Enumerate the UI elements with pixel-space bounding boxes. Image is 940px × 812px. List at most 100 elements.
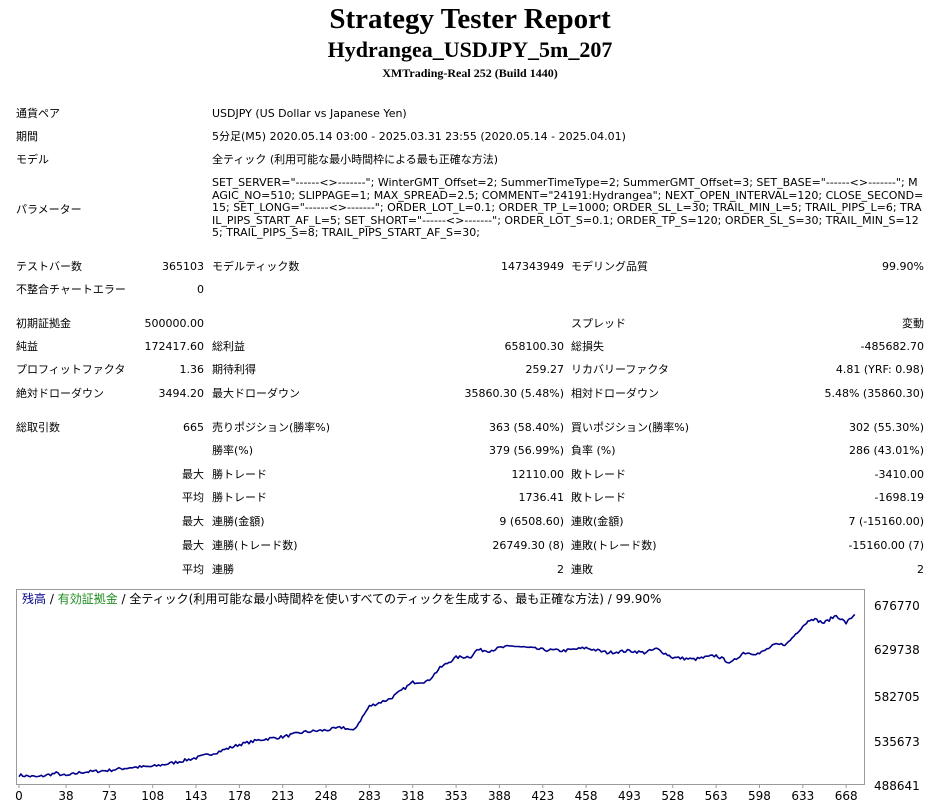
max-loss-value: -3410.00 — [874, 468, 924, 481]
avg-loss-value: -1698.19 — [874, 491, 924, 504]
max-label-3: 最大 — [182, 539, 204, 552]
cons-win-cnt-value: 26749.30 (8) — [492, 539, 564, 552]
gross-profit-value: 658100.30 — [504, 340, 565, 353]
legend-balance: 残高 — [22, 592, 47, 606]
avg-cons-win-label: 連勝 — [212, 563, 234, 576]
pf-label: プロフィットファクタ — [16, 363, 126, 376]
pair-value: USDJPY (US Dollar vs Japanese Yen) — [212, 107, 407, 120]
params-label: パラメーター — [16, 203, 82, 216]
bars-label: テストバー数 — [16, 260, 82, 273]
pf-value: 1.36 — [179, 363, 205, 376]
x-tick-label: 73 — [101, 789, 118, 803]
mismatch-label: 不整合チャートエラー — [16, 283, 126, 296]
x-tick-label: 353 — [444, 789, 468, 803]
y-tick-label: 582705 — [874, 690, 920, 704]
legend-quality: 99.90% — [615, 592, 662, 606]
long-label: 買いポジション(勝率%) — [571, 421, 690, 434]
cons-loss-cnt-value: -15160.00 (7) — [848, 539, 924, 552]
y-tick-label: 676770 — [874, 599, 920, 613]
x-tick-label: 0 — [15, 789, 23, 803]
x-tick-label: 668 — [834, 789, 858, 803]
cons-win-cnt-label: 連勝(トレード数) — [212, 539, 298, 552]
x-tick-label: 598 — [748, 789, 771, 803]
x-tick-label: 528 — [661, 789, 685, 803]
avg-win-label: 勝トレード — [212, 491, 267, 504]
abs-dd-value: 3494.20 — [158, 387, 205, 400]
max-label-2: 最大 — [182, 515, 204, 528]
lose-label: 負率 (%) — [571, 444, 616, 457]
rel-dd-label: 相対ドローダウン — [571, 387, 659, 400]
spread-label: スプレッド — [571, 317, 626, 330]
x-tick-label: 493 — [617, 789, 641, 803]
net-label: 純益 — [16, 340, 38, 353]
x-tick-label: 458 — [574, 789, 598, 803]
y-tick-label: 488641 — [874, 779, 920, 793]
x-tick-label: 248 — [314, 789, 338, 803]
deposit-value: 500000.00 — [144, 317, 205, 330]
max-win-label: 勝トレード — [212, 468, 267, 481]
spread-value: 変動 — [902, 317, 924, 330]
balance-chart — [16, 589, 865, 785]
x-tick-label: 38 — [58, 789, 74, 803]
legend-separator: / — [603, 592, 616, 606]
model-value: 全ティック (利用可能な最小時間枠による最も正確な方法) — [212, 153, 499, 166]
gross-profit-label: 総利益 — [212, 340, 245, 353]
max-win-value: 12110.00 — [511, 468, 565, 481]
report-subtitle: Hydrangea_USDJPY_5m_207 — [327, 37, 613, 62]
params-value: SET_SERVER="------<>-------"; WinterGMT_… — [212, 176, 924, 239]
avg-cons-loss-value: 2 — [917, 563, 924, 576]
x-tick-label: 633 — [791, 789, 815, 803]
abs-dd-label: 絶対ドローダウン — [16, 387, 104, 400]
trades-label: 総取引数 — [16, 421, 60, 434]
lose-value: 286 (43.01%) — [848, 444, 924, 457]
win-label: 勝率(%) — [212, 444, 254, 457]
long-value: 302 (55.30%) — [848, 421, 924, 434]
avg-label-2: 平均 — [182, 563, 204, 576]
avg-loss-label: 敗トレード — [571, 491, 626, 504]
y-tick-label: 629738 — [874, 643, 920, 657]
model-label: モデル — [16, 153, 49, 166]
pair-label: 通貨ペア — [16, 107, 60, 120]
legend-model: 全ティック(利用可能な最小時間枠を使いすべてのティックを生成する、最も正確な方法… — [129, 592, 604, 606]
x-tick-label: 213 — [271, 789, 295, 803]
max-label-1: 最大 — [182, 468, 204, 481]
short-label: 売りポジション(勝率%) — [212, 421, 331, 434]
deposit-label: 初期証拠金 — [16, 317, 71, 330]
x-tick-label: 388 — [487, 789, 511, 803]
max-dd-value: 35860.30 (5.48%) — [464, 387, 564, 400]
x-tick-label: 143 — [184, 789, 208, 803]
avg-label-1: 平均 — [182, 491, 204, 504]
report-title: Strategy Tester Report — [329, 3, 611, 35]
payoff-value: 259.27 — [525, 363, 565, 376]
ticks-value: 147343949 — [501, 260, 564, 273]
max-dd-label: 最大ドローダウン — [212, 387, 300, 400]
gross-loss-label: 総損失 — [571, 340, 604, 353]
mismatch-value: 0 — [197, 283, 204, 296]
legend-separator: / — [46, 592, 58, 606]
x-tick-label: 318 — [401, 789, 425, 803]
max-loss-label: 敗トレード — [571, 468, 626, 481]
period-value: 5分足(M5) 2020.05.14 03:00 - 2025.03.31 23… — [212, 130, 626, 143]
avg-cons-loss-label: 連敗 — [571, 563, 593, 576]
net-value: 172417.60 — [144, 340, 205, 353]
x-tick-label: 178 — [227, 789, 251, 803]
x-tick-label: 563 — [704, 789, 728, 803]
x-tick-label: 108 — [141, 789, 165, 803]
cons-loss-amt-label: 連敗(金額) — [571, 515, 624, 528]
legend-separator: / — [117, 592, 130, 606]
rel-dd-value: 5.48% (35860.30) — [824, 387, 924, 400]
cons-win-amt-label: 連勝(金額) — [212, 515, 265, 528]
trades-value: 665 — [183, 421, 204, 434]
avg-cons-win-value: 2 — [557, 563, 564, 576]
rf-value: 4.81 (YRF: 0.98) — [835, 363, 924, 376]
rf-label: リカバリーファクタ — [571, 363, 669, 376]
x-tick-label: 423 — [531, 789, 555, 803]
short-value: 363 (58.40%) — [488, 421, 564, 434]
cons-win-amt-value: 9 (6508.60) — [499, 515, 564, 528]
legend-equity: 有効証拠金 — [57, 592, 118, 606]
cons-loss-amt-value: 7 (-15160.00) — [848, 515, 924, 528]
payoff-label: 期待利得 — [212, 363, 256, 376]
y-tick-label: 535673 — [874, 735, 920, 749]
bars-value: 365103 — [162, 260, 204, 273]
period-label: 期間 — [16, 130, 38, 143]
